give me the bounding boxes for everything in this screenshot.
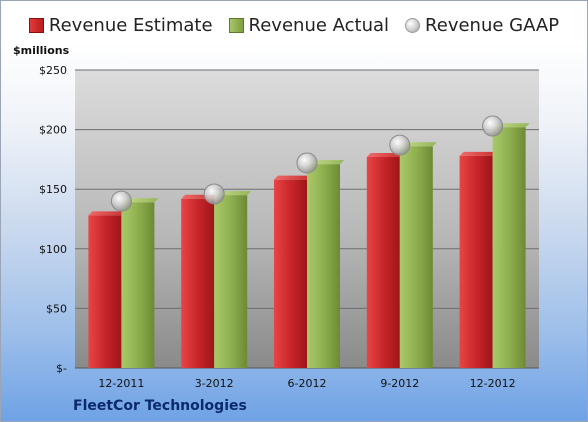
bars xyxy=(88,123,530,368)
y-tick-label: $- xyxy=(56,362,67,375)
y-tick-label: $100 xyxy=(39,243,67,256)
x-tick-label: 6-2012 xyxy=(288,377,327,390)
marker-revenue-gaap xyxy=(389,134,411,156)
marker-revenue-gaap xyxy=(203,183,225,205)
y-tick-label: $50 xyxy=(46,302,67,315)
bar-revenue-actual xyxy=(307,164,340,368)
y-tick-label: $200 xyxy=(39,124,67,137)
x-tick-label: 3-2012 xyxy=(195,377,234,390)
bar-revenue-estimate-top xyxy=(88,211,126,216)
bar-revenue-estimate xyxy=(459,155,493,368)
bar-revenue-actual xyxy=(214,195,248,368)
x-tick-label: 12-2012 xyxy=(470,377,516,390)
bar-revenue-estimate xyxy=(181,198,215,368)
legend-label-actual: Revenue Actual xyxy=(248,15,390,36)
marker-revenue-gaap xyxy=(296,152,318,174)
bar-revenue-estimate-top xyxy=(459,151,497,156)
bar-revenue-estimate-top xyxy=(274,175,311,180)
legend-swatch-actual xyxy=(228,18,244,33)
marker-revenue-gaap xyxy=(110,190,132,212)
legend-item-estimate: Revenue Estimate xyxy=(28,15,213,36)
legend-label-gaap: Revenue GAAP xyxy=(425,15,560,36)
x-tick-label: 9-2012 xyxy=(380,377,419,390)
gaap-markers xyxy=(110,115,504,212)
y-axis: $- $50 $100 $150 $200 $250 xyxy=(39,64,67,375)
y-tick-label: $150 xyxy=(39,183,67,196)
x-axis: 12-2011 3-2012 6-2012 9-2012 12-2012 xyxy=(98,377,515,390)
y-tick-label: $250 xyxy=(39,64,67,77)
bar-revenue-actual xyxy=(121,202,155,368)
bar-revenue-actual xyxy=(492,127,526,368)
legend-swatch-gaap xyxy=(405,18,421,33)
company-label: FleetCor Technologies xyxy=(73,398,247,414)
y-axis-unit-label: $millions xyxy=(13,44,70,57)
legend-item-actual: Revenue Actual xyxy=(228,15,390,36)
bar-revenue-estimate xyxy=(366,157,400,368)
bar-revenue-estimate xyxy=(88,215,122,368)
legend-label-estimate: Revenue Estimate xyxy=(48,15,213,36)
bar-revenue-actual xyxy=(399,146,433,368)
legend-item-gaap: Revenue GAAP xyxy=(405,15,559,36)
legend-swatch-estimate xyxy=(28,18,44,33)
marker-revenue-gaap xyxy=(482,115,504,137)
bar-revenue-estimate xyxy=(274,179,307,368)
legend: Revenue Estimate Revenue Actual Revenue … xyxy=(1,15,587,36)
x-tick-label: 12-2011 xyxy=(98,377,144,390)
